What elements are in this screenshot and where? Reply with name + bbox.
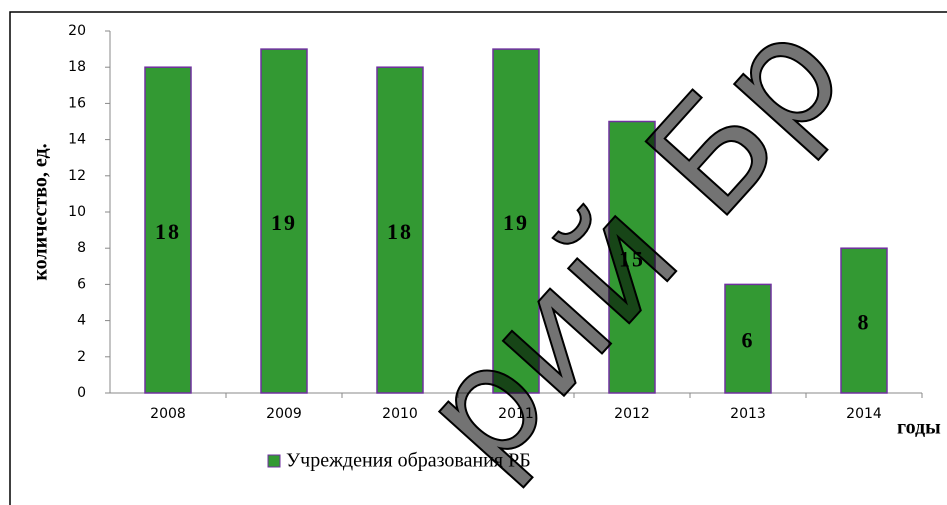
x-tick-label: 2012 xyxy=(614,406,650,422)
y-tick-label: 10 xyxy=(68,204,86,220)
data-label: 6 xyxy=(742,328,755,353)
bar xyxy=(492,48,540,394)
data-label: 8 xyxy=(858,310,871,335)
y-tick-label: 16 xyxy=(68,95,86,111)
y-tick-label: 0 xyxy=(77,385,86,401)
x-tick-label: 2014 xyxy=(846,406,882,422)
x-tick-label: 2010 xyxy=(382,406,418,422)
legend-swatch xyxy=(267,454,281,468)
x-tick-label: 2008 xyxy=(150,406,186,422)
bar xyxy=(376,66,424,394)
bar xyxy=(608,120,656,394)
y-axis-label: количество, ед. xyxy=(30,143,52,280)
x-tick-label: 2013 xyxy=(730,406,766,422)
y-tick-label: 20 xyxy=(68,23,86,39)
legend-label: Учреждения образования РБ xyxy=(286,450,531,472)
y-tick-label: 14 xyxy=(68,132,86,148)
frame xyxy=(9,11,947,505)
y-tick-label: 12 xyxy=(68,168,86,184)
data-label: 19 xyxy=(271,210,297,235)
y-tick-label: 18 xyxy=(68,59,86,75)
data-label: 15 xyxy=(619,246,645,271)
data-label: 18 xyxy=(155,219,181,244)
y-tick-label: 4 xyxy=(77,313,86,329)
x-tick-label: 2009 xyxy=(266,406,302,422)
bar xyxy=(724,283,772,394)
bar xyxy=(144,66,192,394)
y-tick-label: 6 xyxy=(77,276,86,292)
bar xyxy=(260,48,308,394)
data-label: 19 xyxy=(503,210,529,235)
watermark: рий Бр xyxy=(389,0,877,501)
data-label: 18 xyxy=(387,219,413,244)
x-tick-label: 2011 xyxy=(498,406,534,422)
bar xyxy=(840,247,888,394)
x-axis-label: годы xyxy=(897,417,941,439)
y-tick-label: 2 xyxy=(77,349,86,365)
y-tick-label: 8 xyxy=(77,240,86,256)
